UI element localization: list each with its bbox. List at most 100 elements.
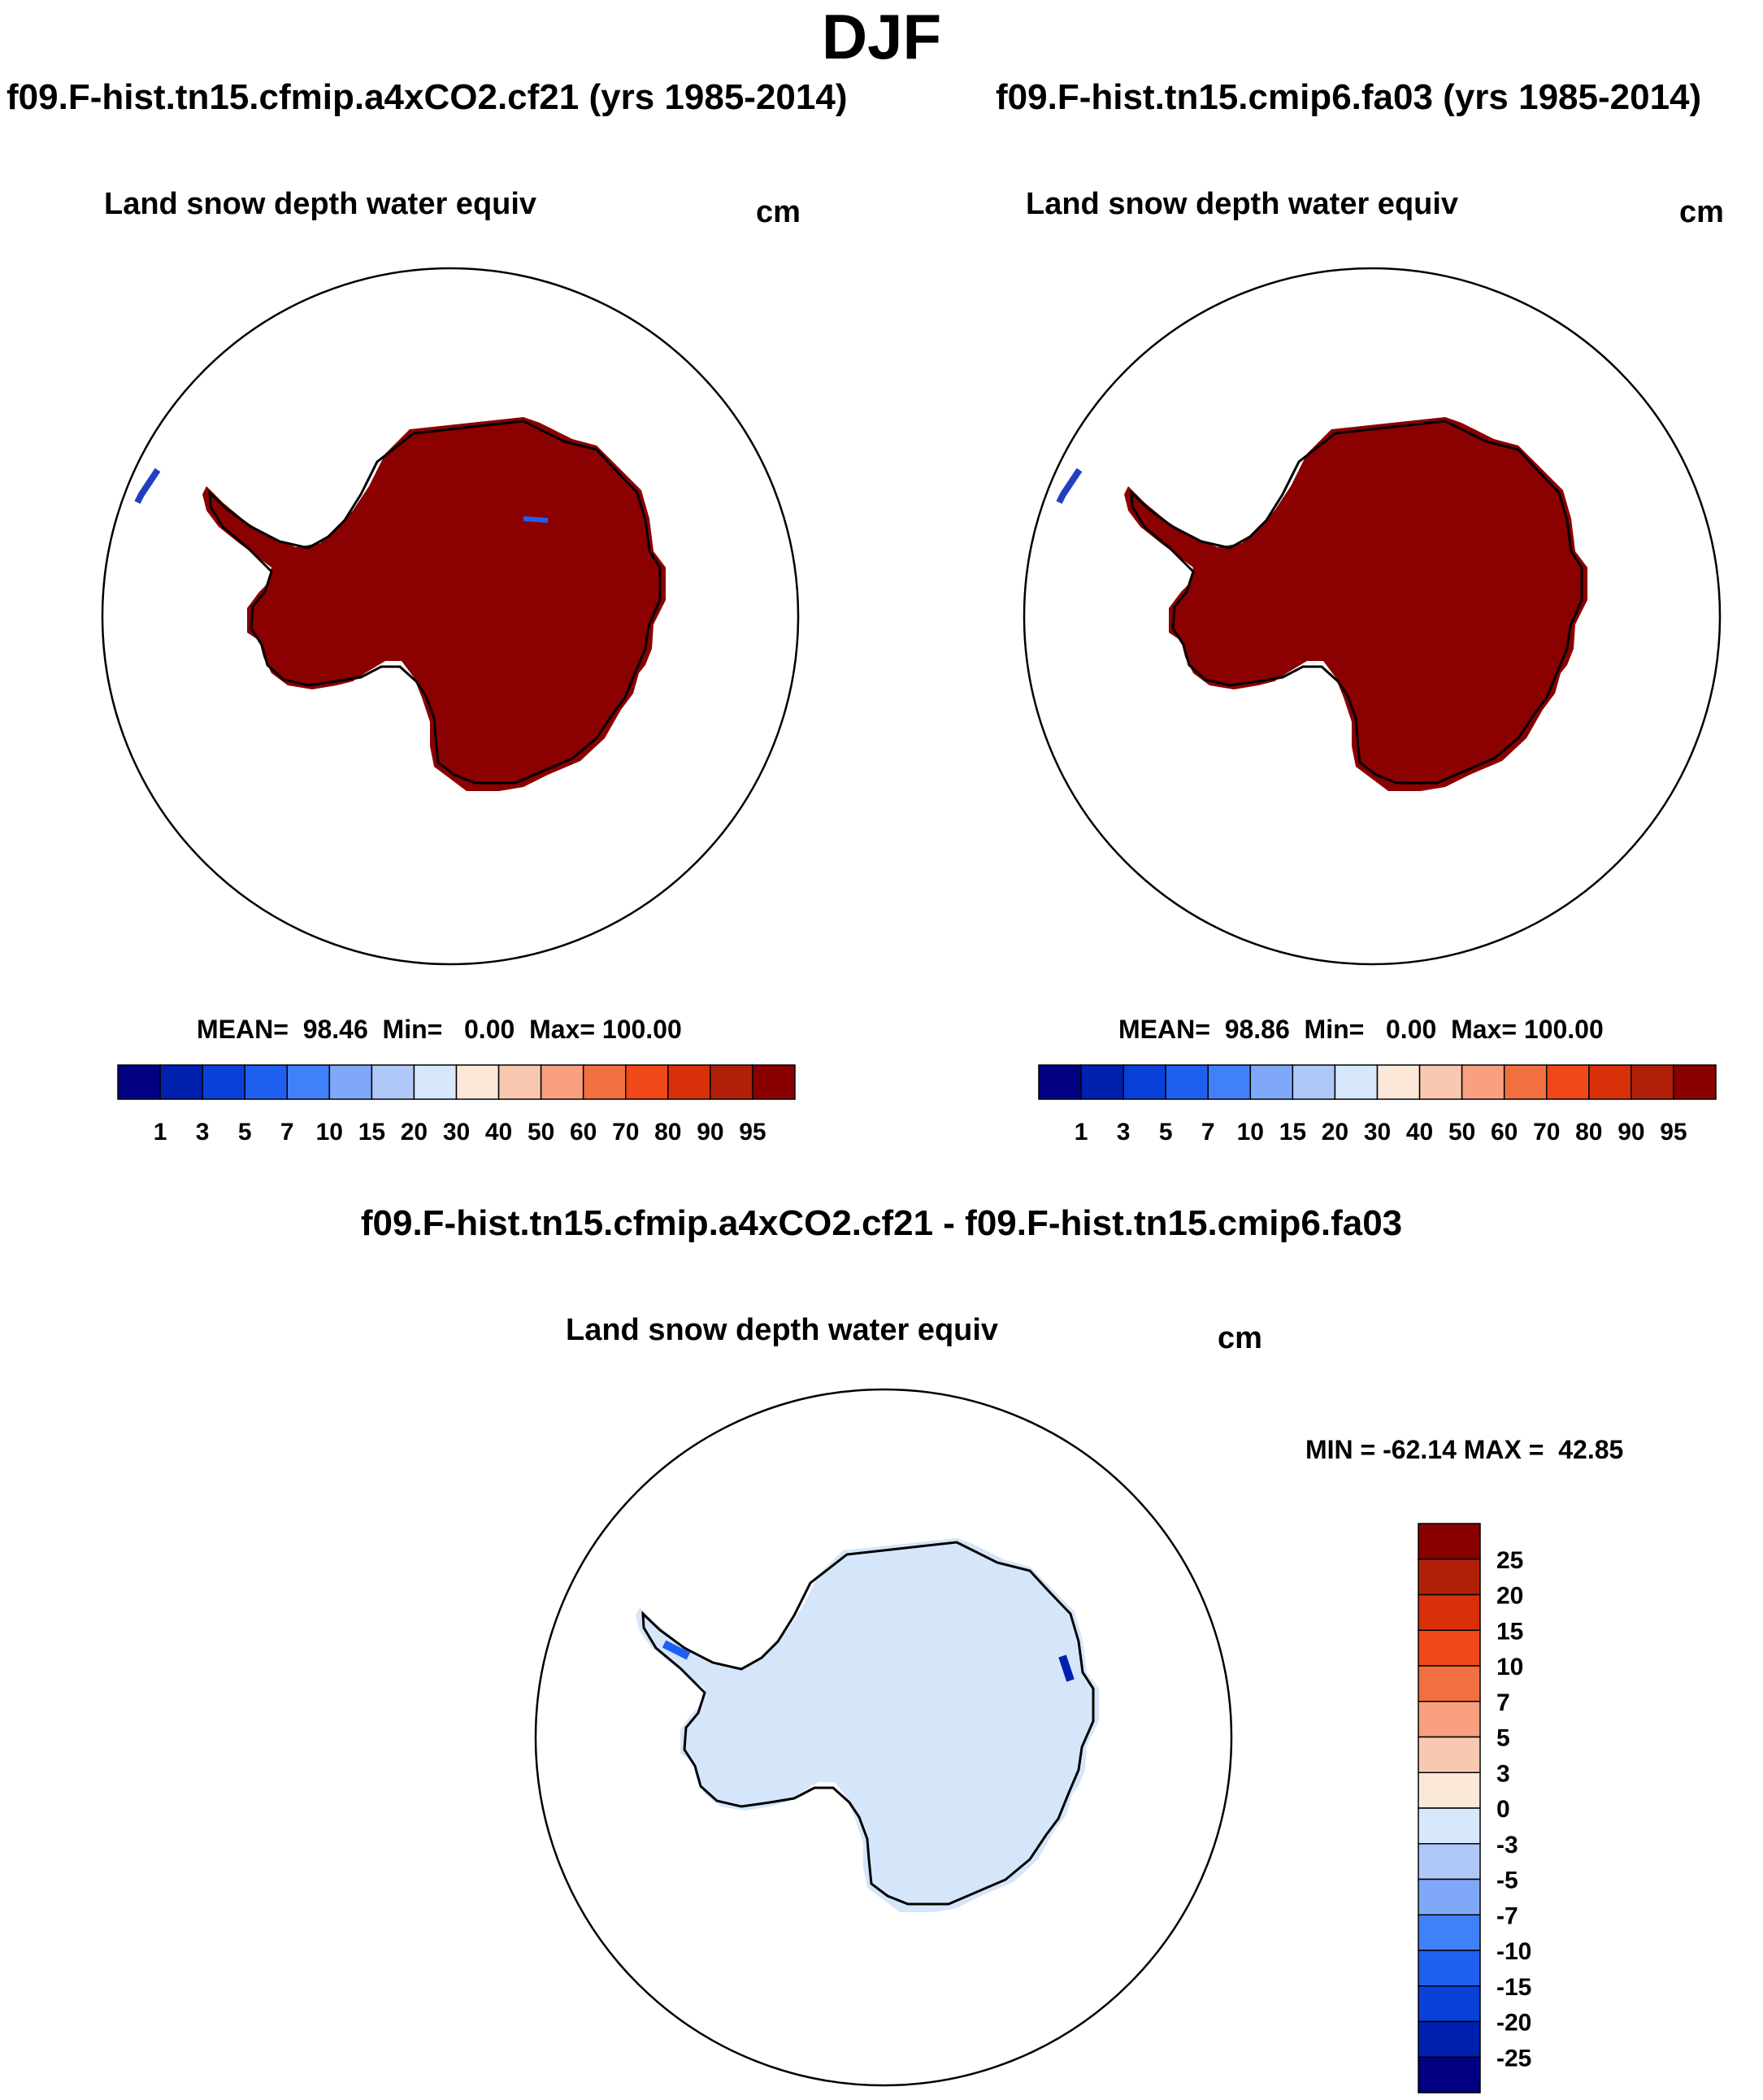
- left-colorbar-box: [752, 1064, 796, 1100]
- difference-colorbar-box: [1418, 2020, 1481, 2058]
- difference-colorbar-box: [1418, 1807, 1481, 1845]
- difference-colorbar-box: [1418, 1523, 1481, 1560]
- left-colorbar-box: [286, 1064, 331, 1100]
- left-colorbar-label: 40: [485, 1119, 512, 1146]
- difference-colorbar-box: [1418, 1736, 1481, 1773]
- difference-colorbar-label: 15: [1496, 1618, 1523, 1645]
- left-colorbar-box: [328, 1064, 373, 1100]
- difference-colorbar-box: [1418, 1914, 1481, 1951]
- left-colorbar-box: [625, 1064, 669, 1100]
- difference-colorbar-label: -25: [1496, 2045, 1531, 2072]
- right-colorbar-label: 7: [1201, 1119, 1215, 1146]
- left-colorbar-label: 10: [316, 1119, 343, 1146]
- right-colorbar-label: 90: [1618, 1119, 1644, 1146]
- right-colorbar-label: 95: [1660, 1119, 1687, 1146]
- difference-map-anomaly-peninsula: [662, 1640, 691, 1660]
- difference-colorbar-box: [1418, 1772, 1481, 1809]
- left-colorbar-label: 60: [570, 1119, 597, 1146]
- right-colorbar-box: [1588, 1064, 1632, 1100]
- right-colorbar-box: [1249, 1064, 1294, 1100]
- left-panel-stats: MEAN= 98.46 Min= 0.00 Max= 100.00: [197, 1015, 682, 1044]
- right-colorbar-box: [1673, 1064, 1717, 1100]
- difference-colorbar-box: [1418, 1665, 1481, 1702]
- right-colorbar-box: [1418, 1064, 1463, 1100]
- right-colorbar-box: [1080, 1064, 1124, 1100]
- difference-variable-title: Land snow depth water equiv: [566, 1313, 999, 1347]
- difference-minmax: MIN = -62.14 MAX = 42.85: [1305, 1435, 1624, 1464]
- right-colorbar-box: [1165, 1064, 1209, 1100]
- right-colorbar-label: 80: [1575, 1119, 1602, 1146]
- left-colorbar-box: [455, 1064, 500, 1100]
- left-colorbar-label: 80: [654, 1119, 681, 1146]
- difference-colorbar-box: [1418, 1843, 1481, 1880]
- left-colorbar-box: [540, 1064, 584, 1100]
- left-panel-variable-title: Land snow depth water equiv: [104, 187, 537, 221]
- right-colorbar-label: 5: [1159, 1119, 1173, 1146]
- left-colorbar-box: [413, 1064, 458, 1100]
- difference-colorbar-label: 7: [1496, 1689, 1510, 1716]
- difference-colorbar-label: -20: [1496, 2010, 1531, 2037]
- left-colorbar-label: 90: [697, 1119, 723, 1146]
- difference-colorbar-label: -15: [1496, 1974, 1531, 2001]
- right-colorbar: 1 3 5 7 10 15 20 30 40 50 60 70 80 90 95: [1038, 1064, 1717, 1146]
- right-colorbar-label: 3: [1117, 1119, 1131, 1146]
- right-panel-stats: MEAN= 98.86 Min= 0.00 Max= 100.00: [1118, 1015, 1604, 1044]
- right-colorbar-box: [1207, 1064, 1252, 1100]
- right-colorbar-box: [1546, 1064, 1590, 1100]
- left-colorbar-box: [117, 1064, 161, 1100]
- difference-colorbar-label: 25: [1496, 1547, 1523, 1574]
- page-title: DJF: [821, 1, 942, 72]
- left-colorbar-label: 15: [358, 1119, 385, 1146]
- difference-colorbar-box: [1418, 1878, 1481, 1915]
- difference-map: [534, 1388, 1233, 2087]
- right-panel-units: cm: [1679, 195, 1724, 229]
- difference-colorbar-label: 5: [1496, 1725, 1510, 1752]
- difference-colorbar-label: 20: [1496, 1583, 1523, 1610]
- right-map: [1023, 267, 1722, 966]
- left-colorbar-label: 50: [528, 1119, 554, 1146]
- difference-colorbar-label: 0: [1496, 1796, 1510, 1823]
- difference-title: f09.F-hist.tn15.cfmip.a4xCO2.cf21 - f09.…: [360, 1203, 1403, 1243]
- right-colorbar-box: [1334, 1064, 1379, 1100]
- left-map: [101, 267, 800, 966]
- left-panel-run-label: f09.F-hist.tn15.cfmip.a4xCO2.cf21 (yrs 1…: [7, 77, 848, 117]
- right-colorbar-box: [1503, 1064, 1548, 1100]
- difference-colorbar-box: [1418, 1985, 1481, 2023]
- right-colorbar-label: 50: [1448, 1119, 1475, 1146]
- difference-colorbar-box: [1418, 1559, 1481, 1596]
- difference-units: cm: [1218, 1321, 1262, 1355]
- left-panel-units: cm: [756, 195, 801, 229]
- left-colorbar: 1 3 5 7 10 15 20 30 40 50 60 70 80 90 95: [117, 1064, 796, 1146]
- left-colorbar-box: [202, 1064, 245, 1100]
- difference-colorbar-box: [1418, 2056, 1481, 2093]
- left-colorbar-box: [582, 1064, 627, 1100]
- right-colorbar-box: [1038, 1064, 1082, 1100]
- difference-colorbar-box: [1418, 1950, 1481, 1987]
- left-map-anomaly: [523, 516, 549, 523]
- left-colorbar-box: [497, 1064, 542, 1100]
- difference-colorbar-label: 10: [1496, 1654, 1523, 1680]
- difference-colorbar: 25 20 15 10 7 5 3 0 -3 -5 -7 -10 -15 -20 -25: [1418, 1523, 1531, 2093]
- left-colorbar-label: 20: [401, 1119, 428, 1146]
- right-colorbar-label: 70: [1533, 1119, 1560, 1146]
- difference-map-anomaly-east: [1058, 1654, 1075, 1682]
- difference-colorbar-label: -5: [1496, 1867, 1518, 1894]
- right-colorbar-label: 20: [1322, 1119, 1348, 1146]
- left-colorbar-box: [371, 1064, 415, 1100]
- right-colorbar-box: [1123, 1064, 1166, 1100]
- difference-colorbar-label: -10: [1496, 1938, 1531, 1965]
- difference-colorbar-box: [1418, 1629, 1481, 1667]
- right-colorbar-label: 30: [1364, 1119, 1391, 1146]
- right-colorbar-box: [1292, 1064, 1336, 1100]
- difference-colorbar-label: -3: [1496, 1832, 1518, 1859]
- right-colorbar-label: 60: [1491, 1119, 1518, 1146]
- right-panel-variable-title: Land snow depth water equiv: [1026, 187, 1459, 221]
- left-colorbar-label: 7: [280, 1119, 294, 1146]
- right-colorbar-label: 15: [1279, 1119, 1306, 1146]
- left-colorbar-box: [667, 1064, 711, 1100]
- right-colorbar-label: 1: [1075, 1119, 1088, 1146]
- right-colorbar-box: [1376, 1064, 1421, 1100]
- right-colorbar-box: [1631, 1064, 1674, 1100]
- right-map-islands: [1056, 467, 1083, 504]
